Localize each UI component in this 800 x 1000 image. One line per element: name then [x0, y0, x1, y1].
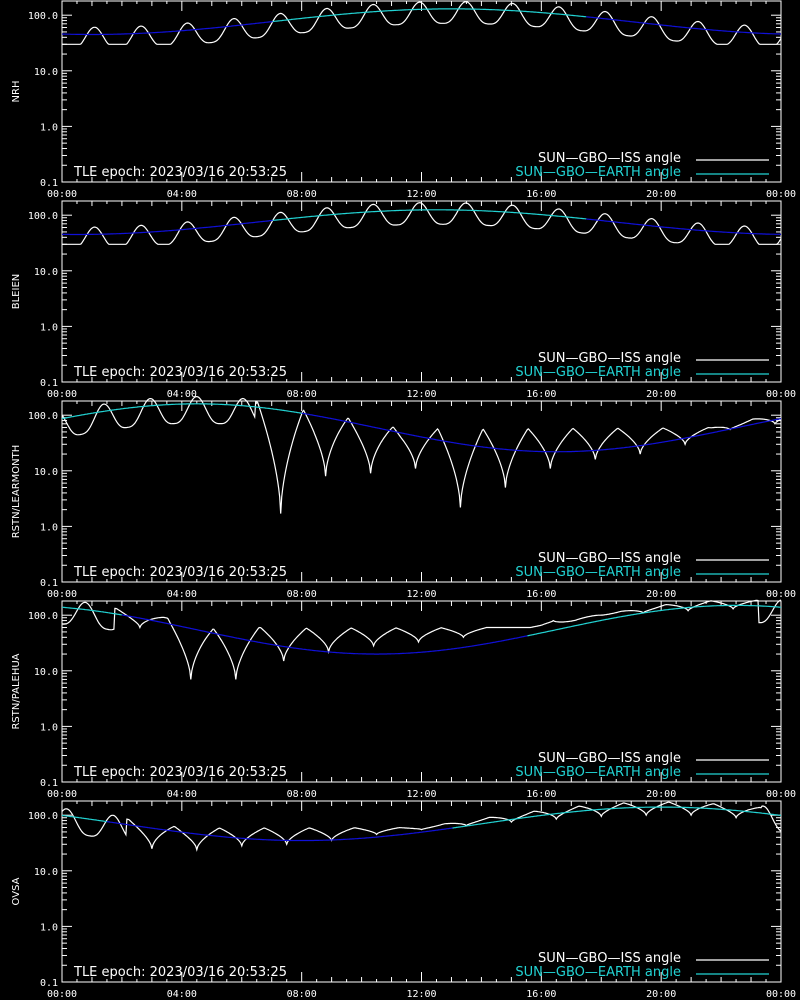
y-tick-label: 10.0 [34, 867, 58, 878]
x-tick-label: 20:00 [646, 189, 676, 200]
tle-epoch-label: TLE epoch: 2023/03/16 20:53:25 [73, 365, 287, 380]
earth-series [62, 606, 122, 616]
x-tick-label: 08:00 [287, 589, 317, 600]
earth-series [527, 604, 782, 637]
x-tick-label: 00:00 [766, 789, 796, 800]
legend-earth-label: SUN—GBO—EARTH angle [515, 165, 681, 180]
tle-epoch-label: TLE epoch: 2023/03/16 20:53:25 [73, 165, 287, 180]
earth-series [301, 412, 782, 453]
legend-earth-label: SUN—GBO—EARTH angle [515, 965, 681, 980]
x-tick-label: 00:00 [766, 189, 796, 200]
x-tick-label: 16:00 [526, 189, 556, 200]
earth-series [272, 8, 587, 23]
y-tick-label: 1.0 [40, 522, 58, 533]
x-tick-label: 20:00 [646, 789, 676, 800]
x-tick-label: 00:00 [47, 989, 77, 1000]
x-tick-label: 00:00 [47, 589, 77, 600]
iss-series [61, 395, 782, 514]
x-tick-label: 12:00 [406, 589, 436, 600]
x-tick-label: 16:00 [526, 589, 556, 600]
y-tick-label: 100.0 [28, 811, 58, 822]
x-tick-label: 12:00 [406, 789, 436, 800]
y-tick-label: 100.0 [28, 211, 58, 222]
iss-series [61, 599, 782, 680]
tle-epoch-label: TLE epoch: 2023/03/16 20:53:25 [73, 965, 287, 980]
earth-series [452, 806, 782, 829]
x-tick-label: 00:00 [47, 389, 77, 400]
y-tick-label: 100.0 [28, 611, 58, 622]
x-tick-label: 04:00 [167, 189, 197, 200]
earth-series [62, 219, 273, 236]
legend-iss-label: SUN—GBO—ISS angle [538, 951, 681, 966]
legend-iss-label: SUN—GBO—ISS angle [538, 551, 681, 566]
earth-series [586, 218, 781, 235]
x-tick-label: 00:00 [766, 989, 796, 1000]
earth-series [121, 614, 528, 655]
x-tick-label: 20:00 [646, 589, 676, 600]
y-tick-label: 10.0 [34, 267, 58, 278]
y-tick-label: 1.0 [40, 922, 58, 933]
iss-series [62, 202, 782, 245]
y-axis-label: BLEIEN [11, 274, 22, 310]
x-tick-label: 00:00 [766, 389, 796, 400]
legend-earth-label: SUN—GBO—EARTH angle [515, 365, 681, 380]
x-tick-label: 00:00 [47, 789, 77, 800]
earth-series [61, 21, 273, 36]
panel-bleien: 0.1 1.0 10.0 100.0 00:00 04:00 08:00 12:00 16:00… [11, 200, 796, 400]
x-tick-label: 16:00 [526, 389, 556, 400]
y-tick-label: 100.0 [28, 11, 58, 22]
legend-iss-label: SUN—GBO—ISS angle [538, 151, 681, 166]
y-tick-label: 0.1 [40, 378, 58, 389]
legend-iss-label: SUN—GBO—ISS angle [538, 351, 681, 366]
y-tick-label: 100.0 [28, 411, 58, 422]
earth-series [106, 821, 453, 842]
legend-iss-label: SUN—GBO—ISS angle [538, 751, 681, 766]
y-axis-label: NRH [11, 81, 22, 103]
x-tick-label: 16:00 [526, 989, 556, 1000]
x-tick-label: 08:00 [287, 789, 317, 800]
earth-series [586, 16, 781, 35]
y-tick-label: 10.0 [34, 667, 58, 678]
y-tick-label: 1.0 [40, 322, 58, 333]
panel-ovsa: 0.1 1.0 10.0 100.0 00:00 04:00 08:00 12:00 16:00… [11, 800, 796, 1000]
x-tick-label: 12:00 [406, 189, 436, 200]
y-tick-label: 1.0 [40, 722, 58, 733]
x-tick-label: 04:00 [167, 589, 197, 600]
x-tick-label: 08:00 [287, 989, 317, 1000]
x-tick-label: 00:00 [766, 589, 796, 600]
earth-series [272, 209, 587, 221]
x-tick-label: 08:00 [287, 189, 317, 200]
x-tick-label: 04:00 [167, 989, 197, 1000]
x-tick-label: 08:00 [287, 389, 317, 400]
y-tick-label: 0.1 [40, 778, 58, 789]
y-tick-label: 0.1 [40, 978, 58, 989]
panel-rstn-palehua: 0.1 1.0 10.0 100.0 00:00 04:00 08:00 12:00 16:00… [11, 599, 796, 800]
iss-series [61, 1, 782, 45]
y-tick-label: 1.0 [40, 122, 58, 133]
x-tick-label: 20:00 [646, 989, 676, 1000]
x-tick-label: 04:00 [167, 389, 197, 400]
x-tick-label: 04:00 [167, 789, 197, 800]
x-tick-label: 16:00 [526, 789, 556, 800]
y-axis-label: RSTN/PALEHUA [11, 653, 22, 729]
x-tick-label: 20:00 [646, 389, 676, 400]
tle-epoch-label: TLE epoch: 2023/03/16 20:53:25 [73, 565, 287, 580]
x-tick-label: 12:00 [406, 389, 436, 400]
x-tick-label: 00:00 [47, 189, 77, 200]
y-tick-label: 10.0 [34, 67, 58, 78]
panel-rstn-learmonth: 0.1 1.0 10.0 100.0 00:00 04:00 08:00 12:00 16:00… [11, 395, 796, 600]
y-axis-label: RSTN/LEARMONTH [11, 445, 22, 539]
legend-earth-label: SUN—GBO—EARTH angle [515, 565, 681, 580]
legend-earth-label: SUN—GBO—EARTH angle [515, 765, 681, 780]
x-tick-label: 12:00 [406, 989, 436, 1000]
earth-series [61, 403, 302, 420]
panel-nrh: 0.1 1.0 10.0 100.0 00:00 04:00 08:00 12:00 16:00… [11, 0, 796, 200]
y-tick-label: 0.1 [40, 578, 58, 589]
y-tick-label: 10.0 [34, 467, 58, 478]
tle-epoch-label: TLE epoch: 2023/03/16 20:53:25 [73, 765, 287, 780]
y-axis-label: OVSA [11, 877, 22, 905]
earth-series [61, 814, 107, 823]
y-tick-label: 0.1 [40, 178, 58, 189]
